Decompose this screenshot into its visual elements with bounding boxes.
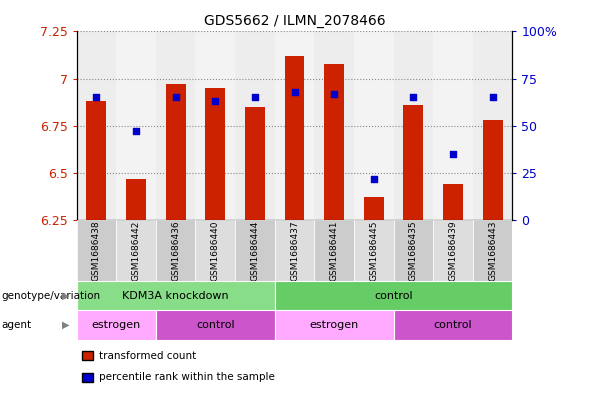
Point xyxy=(329,90,339,97)
Text: GSM1686444: GSM1686444 xyxy=(250,220,259,281)
Bar xyxy=(483,120,502,220)
Bar xyxy=(324,64,344,220)
Bar xyxy=(77,310,156,340)
Text: ▶: ▶ xyxy=(62,291,70,301)
Point xyxy=(250,94,260,101)
Text: GSM1686443: GSM1686443 xyxy=(488,220,497,281)
Text: transformed count: transformed count xyxy=(99,351,196,361)
Text: control: control xyxy=(196,320,234,330)
Title: GDS5662 / ILMN_2078466: GDS5662 / ILMN_2078466 xyxy=(204,14,385,28)
Point xyxy=(92,94,101,101)
Text: estrogen: estrogen xyxy=(91,320,141,330)
Bar xyxy=(403,105,423,220)
Bar xyxy=(364,197,383,220)
Point xyxy=(488,94,497,101)
Text: GSM1686442: GSM1686442 xyxy=(131,220,141,281)
Point xyxy=(131,128,141,134)
Bar xyxy=(235,220,274,281)
Bar xyxy=(156,31,196,220)
Bar xyxy=(274,220,315,281)
Bar xyxy=(116,220,156,281)
Bar xyxy=(274,310,393,340)
Bar xyxy=(315,31,354,220)
Text: agent: agent xyxy=(1,320,31,330)
Text: GSM1686440: GSM1686440 xyxy=(211,220,220,281)
Text: GSM1686439: GSM1686439 xyxy=(448,220,458,281)
Bar xyxy=(393,220,433,281)
Bar xyxy=(206,88,225,220)
Point xyxy=(290,89,299,95)
Text: estrogen: estrogen xyxy=(309,320,359,330)
Bar xyxy=(473,31,512,220)
Bar xyxy=(77,220,116,281)
Bar xyxy=(354,220,393,281)
Text: GSM1686445: GSM1686445 xyxy=(369,220,378,281)
Bar xyxy=(433,31,473,220)
Bar xyxy=(443,184,463,220)
Point xyxy=(448,151,458,157)
Point xyxy=(409,94,418,101)
Point xyxy=(171,94,180,101)
Text: ▶: ▶ xyxy=(62,320,70,330)
Text: GSM1686436: GSM1686436 xyxy=(171,220,180,281)
Bar xyxy=(433,220,473,281)
Text: control: control xyxy=(374,291,413,301)
Text: GSM1686441: GSM1686441 xyxy=(330,220,339,281)
Text: GSM1686435: GSM1686435 xyxy=(409,220,418,281)
Bar xyxy=(156,220,196,281)
Bar xyxy=(77,31,116,220)
Text: GSM1686438: GSM1686438 xyxy=(92,220,101,281)
Point xyxy=(369,175,379,182)
Bar xyxy=(196,31,235,220)
Bar xyxy=(354,31,393,220)
Bar xyxy=(116,31,156,220)
Bar xyxy=(87,101,106,220)
Bar xyxy=(393,310,512,340)
Bar xyxy=(393,31,433,220)
Bar xyxy=(284,56,305,220)
Point xyxy=(210,98,220,105)
Bar xyxy=(315,220,354,281)
Bar xyxy=(156,310,274,340)
Text: GSM1686437: GSM1686437 xyxy=(290,220,299,281)
Bar xyxy=(126,178,146,220)
Text: KDM3A knockdown: KDM3A knockdown xyxy=(123,291,229,301)
Bar xyxy=(473,220,512,281)
Bar xyxy=(77,281,274,310)
Text: percentile rank within the sample: percentile rank within the sample xyxy=(99,372,275,382)
Bar xyxy=(196,220,235,281)
Bar xyxy=(235,31,274,220)
Text: control: control xyxy=(434,320,472,330)
Text: genotype/variation: genotype/variation xyxy=(1,291,100,301)
Bar xyxy=(245,107,265,220)
Bar xyxy=(274,31,315,220)
Bar xyxy=(166,84,186,220)
Bar xyxy=(274,281,512,310)
